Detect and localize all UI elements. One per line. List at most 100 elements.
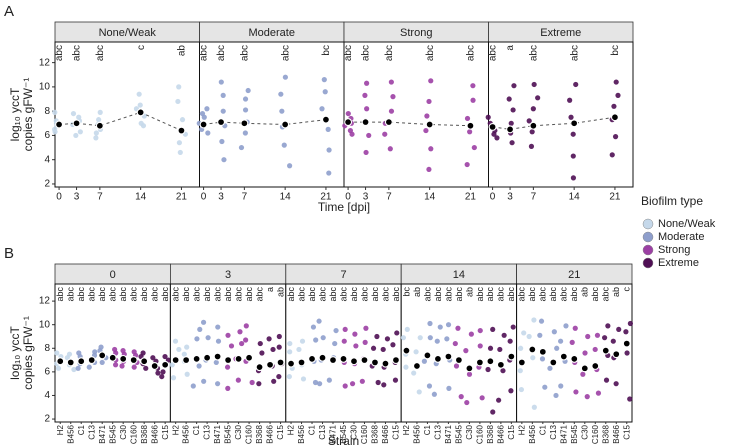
x-tick-label: B368: [140, 424, 149, 443]
data-point: [455, 325, 461, 331]
x-tick-label: B456: [66, 424, 75, 443]
data-point: [496, 397, 502, 403]
data-point: [510, 324, 516, 330]
data-point: [287, 349, 293, 355]
mean-point: [276, 358, 285, 367]
data-point: [508, 120, 514, 126]
data-point: [428, 146, 434, 152]
x-tick-label: B368: [601, 424, 610, 443]
data-point: [431, 391, 437, 397]
x-tick-label: B545: [224, 424, 233, 443]
data-point: [342, 326, 348, 333]
significance-letter: abc: [466, 45, 477, 61]
mean-point: [161, 360, 170, 369]
data-point: [411, 370, 417, 376]
significance-letter: abc: [548, 287, 558, 302]
data-point: [539, 356, 546, 362]
data-point: [281, 142, 287, 148]
significance-letter: abc: [328, 287, 338, 302]
data-point: [570, 131, 576, 137]
data-point: [326, 147, 332, 153]
data-point: [434, 338, 440, 344]
x-tick-label: B456: [413, 424, 422, 443]
mean-point: [308, 354, 316, 363]
x-tick-label: C160: [129, 424, 138, 444]
data-point: [359, 378, 365, 384]
data-point: [553, 392, 559, 399]
significance-letter: bc: [321, 45, 332, 56]
data-point: [243, 337, 249, 343]
data-point: [296, 346, 302, 353]
significance-letter: abc: [538, 287, 548, 302]
data-point: [177, 149, 183, 156]
significance-letter: abc: [454, 287, 464, 302]
data-point: [325, 126, 331, 132]
significance-letter: abc: [171, 287, 181, 302]
x-tick-label: C30: [119, 424, 128, 439]
data-point: [426, 166, 432, 173]
data-point: [494, 135, 500, 141]
mean-point: [496, 360, 505, 369]
x-tick-label: H2: [287, 424, 296, 435]
x-tick-label: 14: [424, 192, 436, 203]
data-point: [300, 376, 307, 382]
significance-letter: bc: [610, 45, 621, 56]
mean-point: [329, 356, 337, 365]
data-point: [584, 394, 590, 400]
y-tick-label: 2: [44, 414, 50, 425]
data-point: [224, 364, 231, 370]
data-point: [521, 330, 527, 336]
data-point: [572, 325, 578, 331]
mean-point: [580, 364, 589, 373]
facet-title: 7: [340, 269, 346, 281]
data-point: [490, 326, 496, 333]
significance-letter: abc: [475, 287, 485, 302]
mean-point: [454, 356, 463, 365]
x-tick-label: B471: [98, 424, 107, 443]
data-point: [446, 385, 452, 391]
significance-letter: abc: [529, 45, 540, 61]
data-point: [93, 135, 99, 141]
data-point: [470, 83, 476, 89]
significance-letter: abc: [244, 287, 254, 302]
data-point: [509, 140, 515, 146]
data-point: [73, 132, 79, 139]
mean-point: [517, 358, 526, 367]
data-point: [585, 333, 591, 340]
data-point: [464, 161, 470, 168]
mean-point: [591, 362, 600, 370]
data-point: [384, 336, 391, 342]
mean-point: [192, 354, 201, 363]
x-tick-label: 14: [569, 192, 581, 203]
data-point: [558, 338, 564, 344]
significance-letter: abc: [87, 287, 97, 302]
mean-point: [570, 119, 579, 128]
x-tick-label: B471: [444, 424, 453, 443]
data-point: [374, 333, 380, 340]
data-point: [426, 383, 433, 389]
data-point: [518, 386, 525, 393]
data-point: [242, 107, 249, 113]
data-point: [610, 338, 616, 344]
data-point: [497, 346, 503, 353]
x-tick-label: B368: [255, 424, 264, 443]
y-axis-title: log₁₀ yccT: [8, 325, 22, 379]
data-point: [518, 345, 524, 351]
mean-point: [610, 113, 619, 122]
x-tick-label: 21: [176, 192, 188, 203]
data-point: [603, 377, 610, 383]
data-point: [609, 152, 615, 158]
data-point: [136, 91, 142, 97]
x-tick-label: C13: [203, 424, 212, 439]
x-tick-label: B471: [559, 424, 568, 443]
data-point: [362, 92, 368, 98]
data-point: [225, 385, 231, 391]
data-point: [201, 114, 207, 120]
data-point: [366, 132, 372, 139]
x-tick-label: B545: [570, 424, 579, 443]
y-tick-label: 12: [39, 57, 51, 68]
data-point: [531, 404, 537, 410]
x-tick-label: C1: [308, 424, 317, 435]
significance-letter: abc: [240, 45, 251, 61]
facet-title: None/Weak: [99, 27, 157, 39]
